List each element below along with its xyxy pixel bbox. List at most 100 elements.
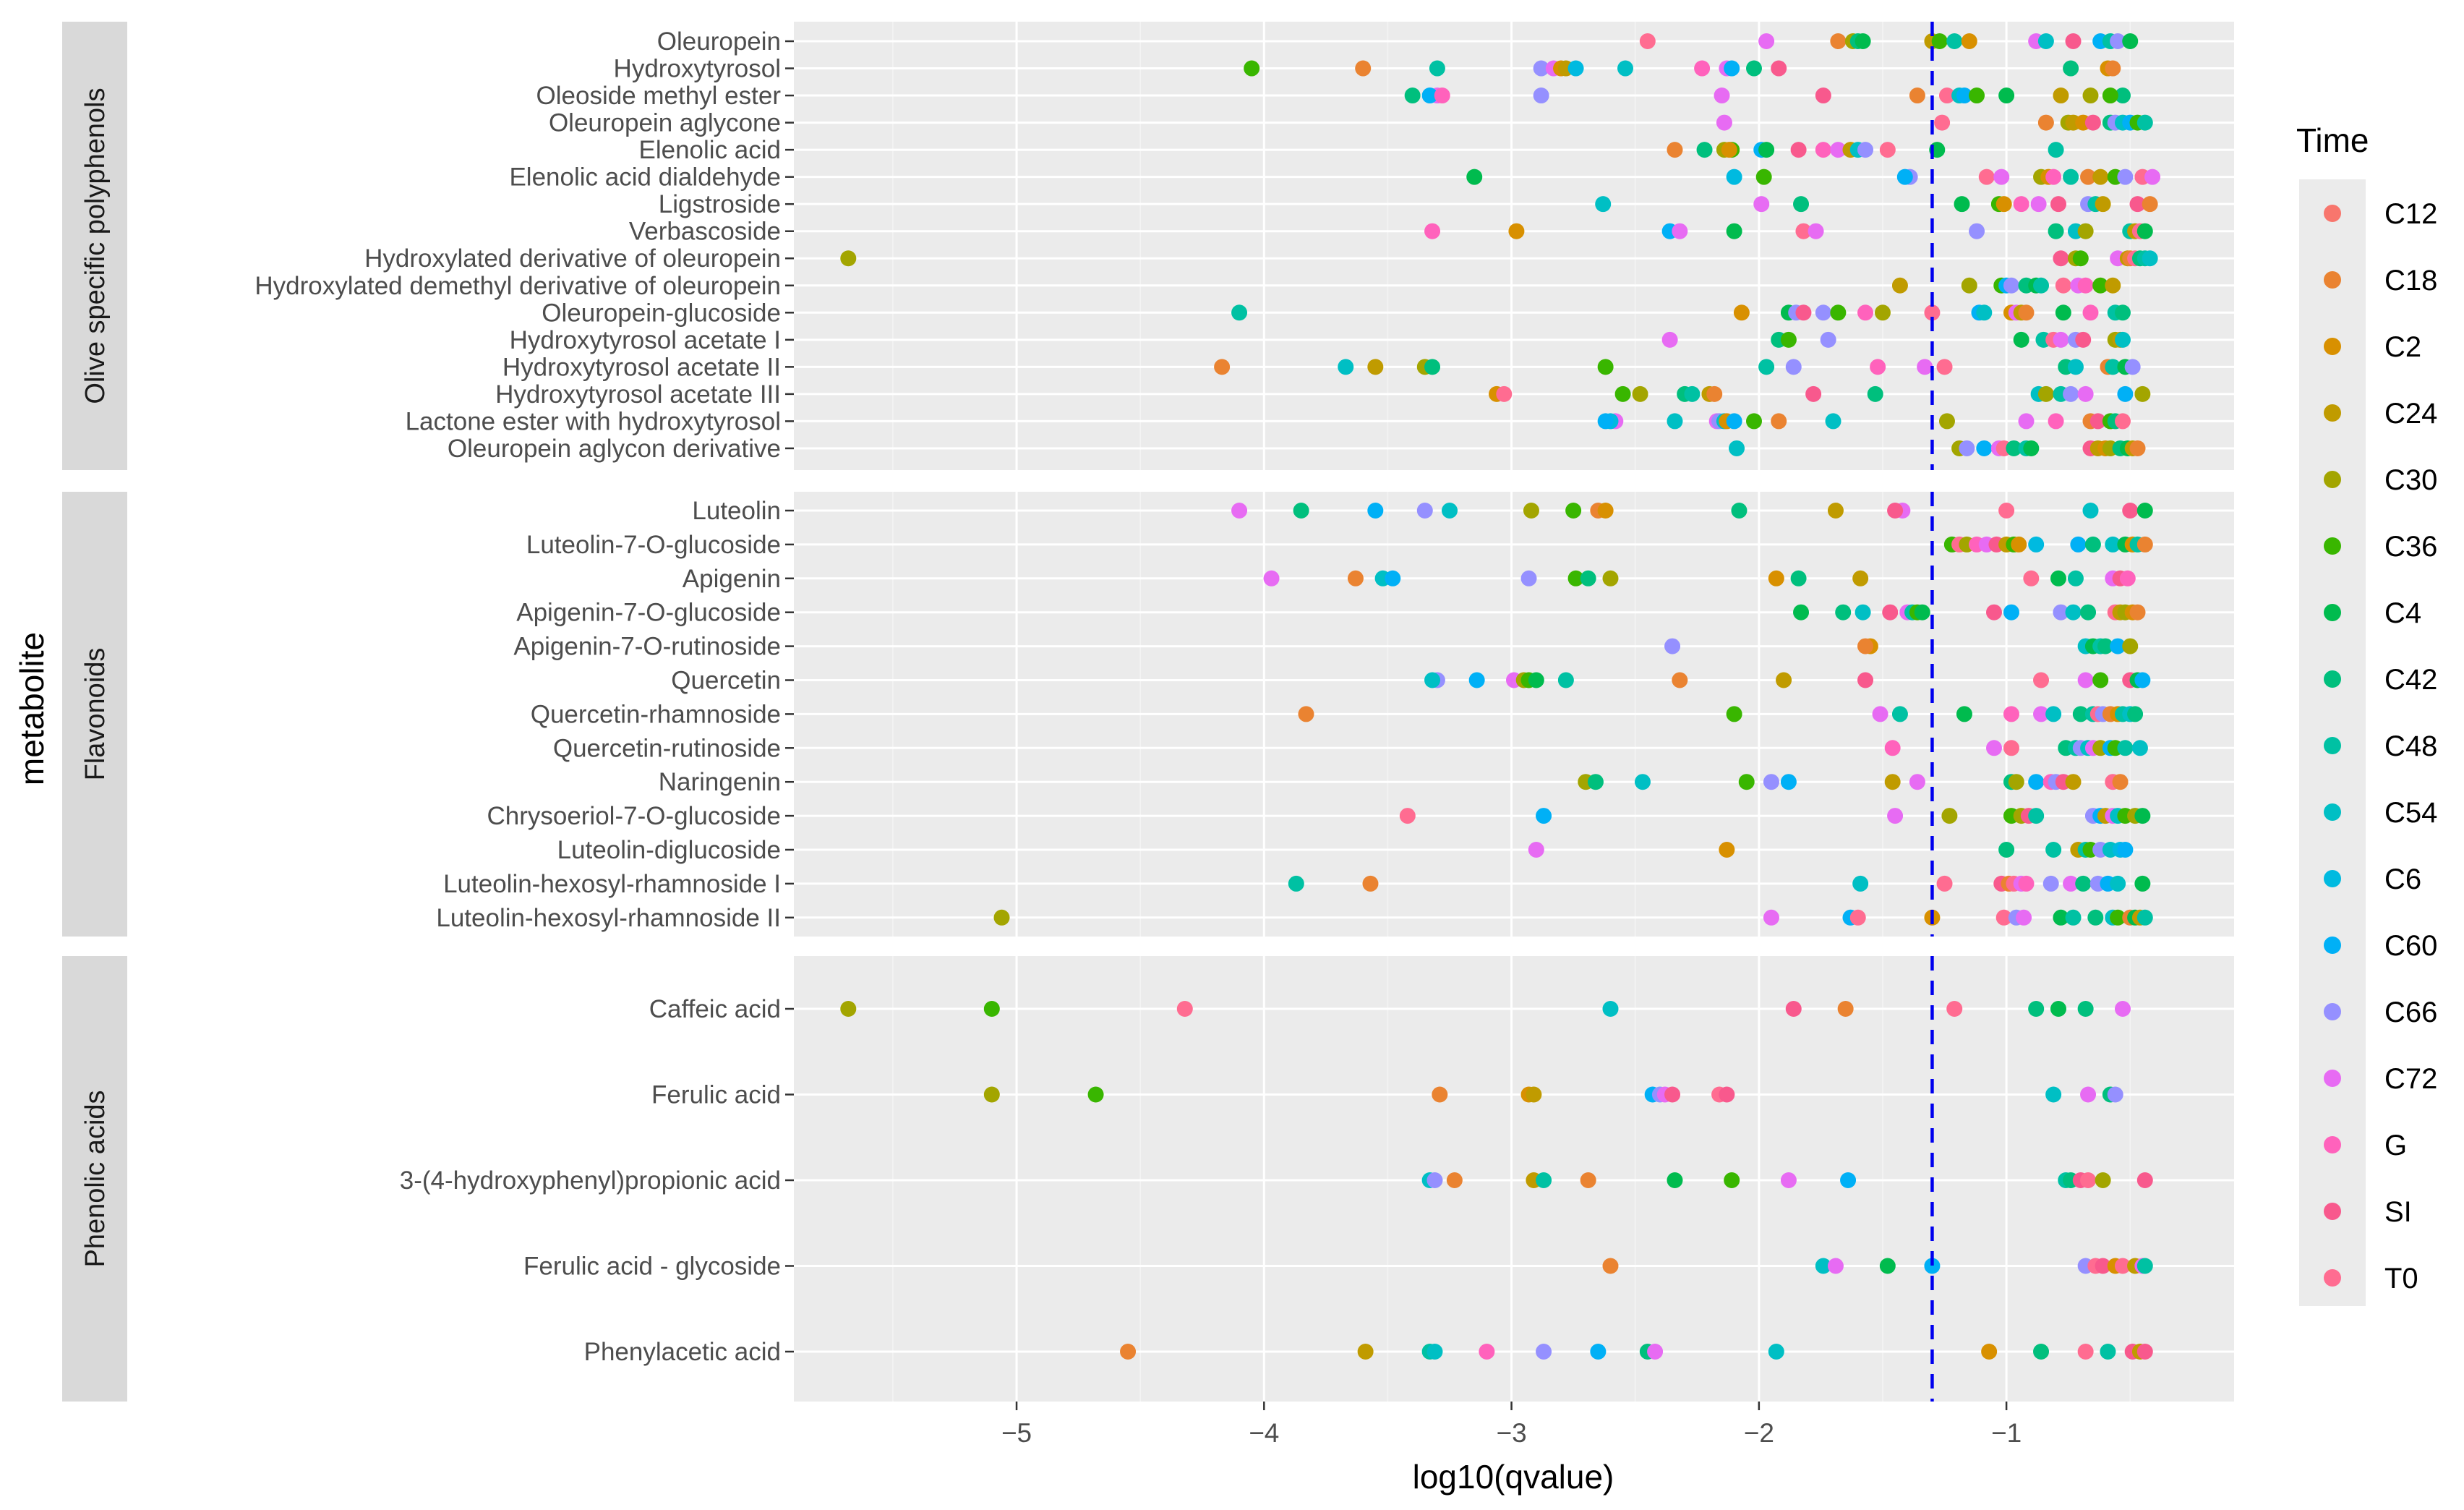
data-point (1567, 60, 1584, 77)
data-point (1617, 60, 1634, 77)
legend-key (2324, 737, 2341, 754)
data-point (2011, 536, 2027, 553)
data-point (2127, 706, 2144, 722)
data-point (2136, 1344, 2153, 1360)
data-point (2112, 774, 2129, 790)
metabolite-label: Luteolin-7-O-glucoside (526, 531, 781, 559)
data-point (1946, 33, 1963, 49)
data-point (1526, 1086, 1542, 1103)
data-point (2136, 223, 2153, 239)
data-point (1914, 604, 1930, 620)
data-point (1852, 875, 1869, 892)
data-point (1956, 88, 1972, 104)
data-point (1768, 1344, 1784, 1360)
data-point (1565, 503, 1582, 519)
data-point (2003, 277, 2019, 294)
data-point (1399, 808, 1416, 824)
data-point (2018, 304, 2035, 321)
data-point (2048, 413, 2064, 430)
data-point (1664, 638, 1681, 654)
data-point (1385, 570, 1401, 586)
legend-key (2324, 471, 2341, 488)
data-point (2117, 842, 2134, 858)
metabolite-label: Apigenin (683, 565, 781, 593)
legend-label: C42 (2384, 664, 2437, 696)
data-point (1664, 1086, 1681, 1103)
data-point (1536, 1344, 1552, 1360)
data-point (1830, 142, 1847, 158)
data-point (2072, 250, 2089, 267)
data-point (1602, 1001, 1619, 1017)
data-point (1884, 774, 1901, 790)
data-point (1820, 331, 1836, 348)
data-point (2077, 223, 2094, 239)
legend-key (2324, 205, 2341, 222)
data-point (1714, 88, 1730, 104)
data-point (1969, 88, 1985, 104)
data-point (2067, 570, 2084, 586)
data-point (2095, 196, 2111, 213)
data-point (2117, 169, 2134, 185)
data-point (1729, 440, 1745, 456)
data-point (1434, 88, 1450, 104)
data-point (2129, 440, 2146, 456)
metabolite-label: Oleuropein aglycon derivative (448, 435, 781, 463)
data-point (2136, 114, 2153, 131)
data-point (2050, 196, 2066, 213)
data-point (1421, 88, 1438, 104)
legend-item: C36 (2324, 531, 2437, 563)
data-point (1468, 672, 1485, 688)
data-point (2045, 1086, 2062, 1103)
metabolite-label: Luteolin-hexosyl-rhamnoside I (443, 870, 781, 898)
data-point (1879, 1258, 1896, 1274)
metabolite-label: Oleuropein (657, 27, 781, 56)
data-point (2050, 1001, 2066, 1017)
data-point (2082, 88, 2099, 104)
data-point (1355, 60, 1372, 77)
metabolite-label: Apigenin-7-O-glucoside (516, 599, 781, 627)
data-point (1938, 88, 1955, 104)
legend-item: C42 (2324, 664, 2437, 696)
data-point (2105, 277, 2121, 294)
data-point (1528, 842, 1544, 858)
data-point (2134, 385, 2151, 402)
legend-item: C4 (2324, 597, 2421, 629)
data-point (1347, 570, 1364, 586)
data-point (1795, 223, 1812, 239)
data-point (1909, 88, 1925, 104)
data-point (1533, 88, 1549, 104)
legend-label: C66 (2384, 997, 2437, 1028)
data-point (1614, 385, 1631, 402)
strip-background (62, 956, 127, 1402)
data-point (2016, 909, 2032, 926)
data-point (1404, 88, 1421, 104)
data-point (1855, 33, 1871, 49)
legend-label: C12 (2384, 198, 2437, 230)
data-point (1780, 774, 1797, 790)
legend-item: C18 (2324, 265, 2437, 297)
data-point (2136, 536, 2153, 553)
metabolite-label: Quercetin (671, 667, 781, 695)
data-point (1647, 1344, 1664, 1360)
legend-key (2324, 870, 2341, 887)
data-point (1634, 774, 1651, 790)
data-point (1590, 1344, 1607, 1360)
data-point (2129, 196, 2146, 213)
data-point (1879, 142, 1896, 158)
data-point (2082, 304, 2099, 321)
data-point (1466, 169, 1483, 185)
metabolite-label: Phenylacetic acid (584, 1338, 781, 1366)
metabolite-label: Chrysoeriol-7-O-glucoside (487, 802, 781, 830)
data-point (1362, 875, 1379, 892)
data-point (1896, 169, 1913, 185)
data-point (2023, 440, 2040, 456)
data-point (2050, 570, 2066, 586)
data-point (1536, 808, 1552, 824)
legend-key (2324, 1136, 2341, 1153)
data-point (1938, 413, 1955, 430)
data-point (1870, 359, 1886, 375)
facet-strip: Phenolic acids (62, 956, 127, 1402)
data-point (1424, 359, 1441, 375)
data-point (2063, 875, 2079, 892)
